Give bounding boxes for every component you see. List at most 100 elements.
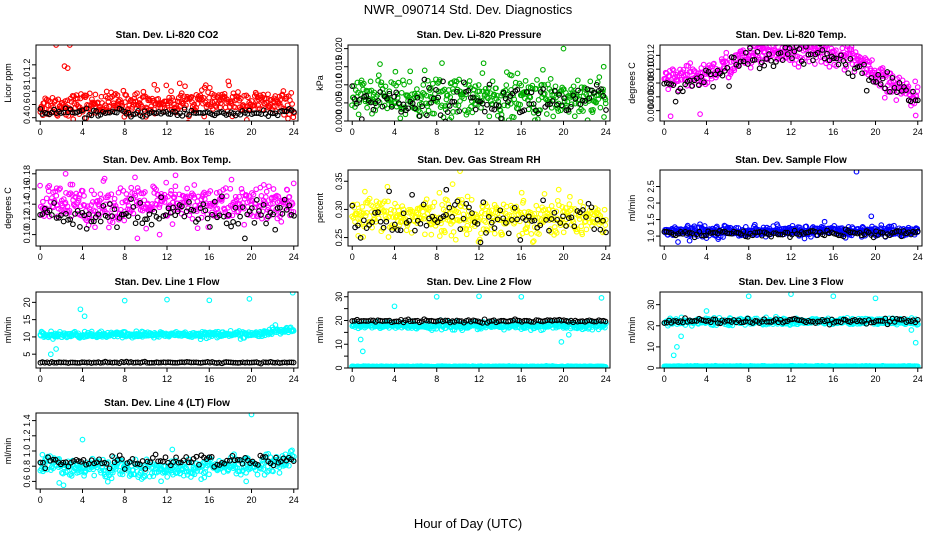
black-series-point	[148, 221, 155, 228]
black-series-point	[737, 58, 744, 65]
black-series-point	[514, 86, 521, 93]
main-series-point	[485, 84, 492, 91]
black-series-point	[211, 198, 218, 205]
black-series-point	[523, 217, 529, 223]
main-series-point	[253, 91, 260, 98]
main-series-point	[77, 203, 84, 210]
main-series-point	[510, 114, 517, 121]
black-series-point	[454, 88, 460, 95]
black-series-point	[444, 109, 451, 115]
main-series-point	[163, 179, 170, 186]
main-series-point	[423, 196, 430, 203]
main-series-point	[547, 226, 554, 232]
black-series-point	[406, 217, 412, 224]
black-series-point	[485, 214, 492, 220]
black-series-point	[409, 100, 416, 107]
main-series-point	[243, 117, 250, 121]
black-series-point	[288, 359, 295, 366]
black-series-point	[400, 101, 407, 108]
black-series-point	[544, 101, 551, 108]
black-series-point	[565, 215, 572, 221]
main-series-point	[843, 64, 850, 70]
y-tick-label: 0.30	[334, 201, 344, 219]
black-series-point	[794, 230, 800, 237]
main-series-point	[227, 185, 234, 192]
black-series-point	[749, 57, 756, 63]
black-series-point	[435, 94, 442, 101]
main-series-point	[209, 99, 216, 106]
black-series-point	[255, 110, 262, 117]
main-series-point	[257, 184, 264, 191]
black-series-point	[483, 230, 489, 236]
main-series-point	[476, 88, 483, 95]
main-series-point	[249, 190, 255, 196]
black-series-point	[372, 209, 378, 216]
black-series-point	[670, 82, 677, 88]
main-series-point	[156, 204, 163, 211]
black-series-point	[877, 81, 884, 88]
black-series-point	[367, 317, 374, 324]
black-series-point	[756, 65, 763, 72]
main-series-point	[182, 83, 188, 90]
chart-title: Stan. Dev. Li-820 Temp.	[736, 30, 847, 41]
main-series-point	[525, 106, 532, 113]
black-series-point	[286, 106, 292, 112]
main-series-point	[755, 45, 761, 47]
main-series-point	[382, 83, 389, 90]
main-series-point	[386, 88, 393, 95]
black-series-point	[460, 79, 467, 86]
y-axis-label: ml/min	[315, 317, 325, 344]
black-series-point	[740, 58, 747, 65]
black-series-point	[884, 69, 891, 75]
black-series-point	[428, 99, 434, 106]
black-series-point	[258, 212, 264, 218]
black-series-point	[465, 87, 472, 94]
main-series-point	[172, 191, 179, 198]
black-series-point	[416, 113, 423, 119]
main-series-point	[531, 224, 538, 230]
black-series-point	[170, 204, 176, 211]
main-series-point	[111, 195, 118, 202]
main-series-point	[447, 94, 454, 100]
black-series-point	[83, 225, 90, 232]
black-series-point	[847, 55, 854, 62]
main-series-point	[534, 77, 540, 83]
black-series-point	[859, 70, 865, 77]
main-series-point	[290, 328, 297, 334]
main-series-point	[247, 198, 253, 205]
main-series-point	[891, 222, 897, 229]
main-series-point	[808, 233, 814, 240]
main-series-point	[438, 228, 445, 234]
main-series-point	[801, 55, 808, 61]
black-series-point	[531, 217, 538, 224]
main-series-point	[123, 191, 130, 197]
black-series-point	[817, 45, 823, 47]
main-series-point	[508, 72, 515, 79]
main-series-point	[723, 49, 730, 56]
black-series-point	[503, 220, 509, 226]
y-tick-label: 2.5	[646, 180, 656, 193]
main-series-point	[358, 126, 363, 131]
black-series-point	[439, 318, 446, 325]
main-series-point	[396, 101, 403, 108]
main-series-point	[384, 183, 391, 190]
main-series-outlier	[476, 293, 482, 300]
black-series-point	[456, 318, 463, 324]
black-series-point	[146, 211, 153, 218]
black-series-point	[388, 104, 395, 110]
main-series-point	[458, 203, 464, 210]
main-series-point	[479, 70, 486, 76]
black-series-point	[291, 212, 297, 219]
black-series-point	[558, 102, 565, 109]
main-series-point	[801, 235, 808, 242]
main-series-point	[760, 49, 767, 56]
main-series-point	[91, 191, 98, 198]
black-series-point	[100, 203, 107, 209]
main-series-point	[37, 182, 43, 189]
main-series-point	[143, 225, 150, 232]
y-tick-label: 0.005	[334, 92, 344, 115]
main-series-point	[150, 183, 156, 190]
main-series-point	[520, 197, 527, 204]
x-tick-label: 24	[913, 127, 923, 137]
